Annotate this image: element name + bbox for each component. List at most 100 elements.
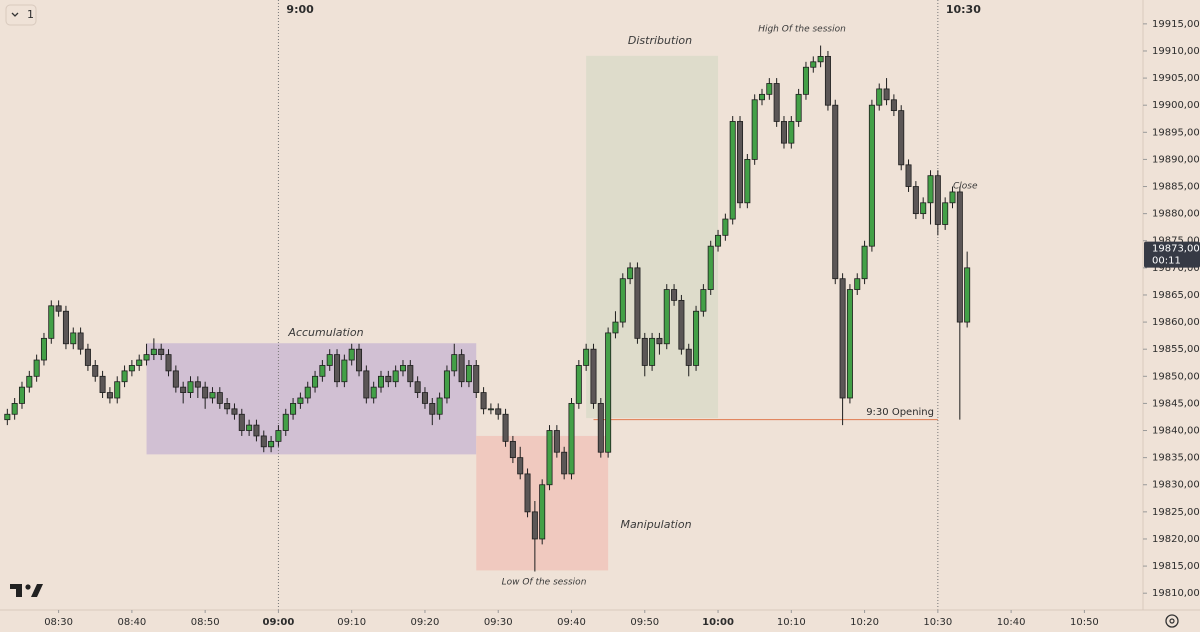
x-tick-label: 10:50 (1070, 617, 1099, 628)
candle-body (773, 83, 780, 122)
x-tick-label: 09:30 (484, 617, 513, 628)
x-tick-label: 08:40 (117, 617, 146, 628)
candle-body (282, 413, 289, 431)
candle-body (209, 392, 216, 399)
candle-body (912, 186, 919, 215)
x-tick-label: 10:40 (997, 617, 1026, 628)
candle-body (949, 191, 956, 204)
y-tick-label: 19885,00 (1152, 182, 1200, 193)
candle-body (956, 191, 963, 323)
candle-body (583, 348, 590, 366)
annotation: Low Of the session (502, 578, 587, 588)
candle-body (180, 386, 187, 393)
candle-body (619, 278, 626, 323)
candle-body (187, 381, 194, 393)
candle-body (824, 55, 831, 106)
candle-body (238, 413, 245, 431)
candle-body (729, 121, 736, 220)
candle-body (194, 381, 201, 388)
y-tick-label: 19890,00 (1152, 154, 1200, 165)
candle-body (62, 310, 69, 345)
candle-body (883, 88, 890, 101)
y-tick-label: 19860,00 (1152, 317, 1200, 328)
candle-body (165, 354, 172, 372)
x-tick-label: 09:20 (411, 617, 440, 628)
candle-body (934, 175, 941, 225)
candle-body (326, 354, 333, 366)
candle-body (55, 305, 62, 312)
y-tick-label: 19905,00 (1152, 73, 1200, 84)
candle-body (443, 370, 450, 399)
candle-body (392, 370, 399, 383)
candle-body (597, 403, 604, 453)
candle-body (509, 440, 516, 459)
zone-label: Manipulation (620, 518, 691, 531)
candle-body (216, 392, 223, 404)
candle-body (77, 332, 84, 350)
candle-body (905, 164, 912, 187)
candle-body (715, 234, 722, 247)
y-tick-label: 19880,00 (1152, 209, 1200, 220)
candle-body (385, 375, 392, 383)
candle-body (363, 370, 370, 399)
candle-body (48, 305, 55, 339)
candle-body (429, 403, 436, 415)
y-tick-label: 19900,00 (1152, 100, 1200, 111)
zone-label: Accumulation (287, 326, 363, 339)
candle-body (421, 392, 428, 404)
candle-body (868, 104, 875, 247)
y-tick-label: 19870,00 (1152, 263, 1200, 274)
settings-button[interactable] (1165, 614, 1179, 628)
annotation: Close (953, 182, 978, 192)
candle-body (524, 473, 531, 513)
candle-body (341, 359, 348, 383)
candle-body (172, 370, 179, 388)
x-tick-label: 10:20 (850, 617, 879, 628)
candle-body (656, 337, 663, 345)
y-tick-label: 19855,00 (1152, 344, 1200, 355)
y-tick-label: 19845,00 (1152, 398, 1200, 409)
x-tick-label: 09:50 (630, 617, 659, 628)
candle-body (722, 218, 729, 236)
logo (10, 584, 43, 597)
hline-label: 9:30 Opening (866, 407, 934, 418)
candle-body (707, 245, 714, 290)
candle-body (451, 354, 458, 372)
candle-body (4, 413, 11, 421)
candle-body (136, 359, 143, 366)
candle-body (832, 104, 839, 280)
candle-body (260, 435, 267, 448)
candle-body (627, 267, 634, 280)
y-tick-label: 19910,00 (1152, 46, 1200, 57)
candle-body (634, 267, 641, 339)
zone (146, 343, 477, 455)
candle-body (92, 365, 99, 377)
x-tick-label: 10:10 (777, 617, 806, 628)
candle-body (744, 159, 751, 204)
y-tick-label: 19810,00 (1152, 588, 1200, 599)
y-tick-label: 19825,00 (1152, 507, 1200, 518)
candle-body (473, 365, 480, 393)
candle-body (678, 299, 685, 350)
countdown: 00:11 (1152, 256, 1181, 267)
candle-body (920, 202, 927, 215)
y-tick-label: 19895,00 (1152, 127, 1200, 138)
candle-body (795, 93, 802, 122)
candle-body (246, 424, 253, 431)
candle-body (612, 321, 619, 334)
candle-body (751, 99, 758, 160)
x-tick-label: 09:40 (557, 617, 586, 628)
interval-button[interactable]: 1 (5, 4, 37, 26)
candle-body (890, 99, 897, 112)
candle-body (40, 337, 47, 361)
candle-body (143, 354, 150, 361)
candle-body (802, 66, 809, 95)
candle-body (436, 397, 443, 415)
y-tick-label: 19840,00 (1152, 426, 1200, 437)
candle-body (561, 451, 568, 475)
zone-label: Distribution (628, 34, 692, 47)
x-tick-label: 09:10 (337, 617, 366, 628)
candle-body (759, 93, 766, 101)
candle-body (121, 370, 128, 383)
